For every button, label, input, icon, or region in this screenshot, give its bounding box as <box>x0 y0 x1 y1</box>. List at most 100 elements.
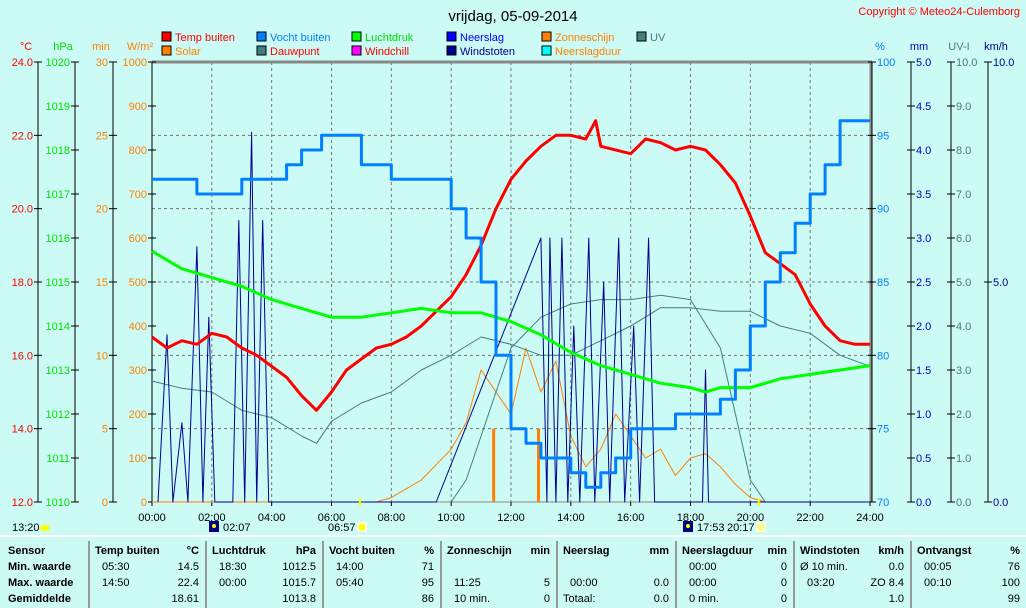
legend-label: Dauwpunt <box>270 46 320 58</box>
axis-tick-label: 20 <box>96 204 108 216</box>
astro-sunset: 20:17 <box>727 522 766 534</box>
row-label: Min. waarde <box>8 561 71 573</box>
cell-value: 0 <box>780 593 787 605</box>
legend-swatch <box>541 31 552 42</box>
axis-tick-label: 100 <box>129 453 147 465</box>
column-unit: hPa <box>295 545 316 557</box>
legend-item: Vocht buiten <box>256 31 331 44</box>
legend-item: Neerslag <box>446 31 504 44</box>
table-column-divider <box>675 541 793 608</box>
table-column-divider <box>88 541 205 608</box>
axis-tick-label: 400 <box>129 321 147 333</box>
x-tick-label: 08:00 <box>378 512 406 524</box>
column-header: Temp buiten <box>95 545 160 557</box>
axis-tick-label: 0.5 <box>916 453 931 465</box>
legend-swatch <box>161 45 172 56</box>
cell-time: 0 min. <box>689 593 719 605</box>
axis-tick-label: 700 <box>129 189 147 201</box>
axis-tick-label: 75 <box>877 424 889 436</box>
table-column-divider <box>910 541 1026 608</box>
axis-tick-label: 4.0 <box>916 145 931 157</box>
row-label: Gemiddelde <box>8 593 71 605</box>
legend-item: Windstoten <box>446 45 515 58</box>
legend-item: Temp buiten <box>161 31 235 44</box>
cell-time: 05:30 <box>102 561 130 573</box>
astro-time: 17:53 <box>697 522 725 534</box>
series-line-luchtdruk <box>151 249 871 394</box>
x-tick-label: 22:00 <box>796 512 824 524</box>
column-header: Ontvangst <box>917 545 972 557</box>
axis-tick-label: 1011 <box>46 453 70 465</box>
legend-swatch <box>351 45 362 56</box>
cell-value: 1012.5 <box>282 561 316 573</box>
weather-chart: vrijdag, 05-09-2014 Copyright © Meteo24-C… <box>12 6 1020 534</box>
sunshine-bar <box>537 428 541 502</box>
legend-swatch <box>256 31 267 42</box>
cell-time: 14:00 <box>336 561 364 573</box>
moon-glyph <box>212 524 216 528</box>
table-column-divider <box>440 541 556 608</box>
cell-value: 5 <box>543 577 550 589</box>
axis-tick-label: 5.0 <box>956 277 971 289</box>
cell-time: 03:20 <box>807 577 835 589</box>
axis-tick-label: 85 <box>877 277 889 289</box>
cell-time: 10 min. <box>454 593 491 605</box>
column-header: Neerslagduur <box>682 545 753 557</box>
cell-value: 1013.8 <box>282 593 316 605</box>
cell-time: 00:05 <box>924 561 952 573</box>
axis-tick-label: 1015 <box>46 277 70 289</box>
axis-tick-label: 90 <box>877 204 889 216</box>
axis-tick-label: 7.0 <box>956 189 971 201</box>
cell-time: Ø 10 min. <box>800 561 848 573</box>
axis-tick-label: 1.0 <box>916 409 931 421</box>
axis-tick-label: 2.0 <box>956 409 971 421</box>
x-tick-label: 00:00 <box>138 512 166 524</box>
axis-tick-label: 1000 <box>123 57 147 69</box>
copyright-text: Copyright © Meteo24-Culemborg <box>858 6 1020 18</box>
axis-tick-label: 95 <box>877 130 889 142</box>
axis-tick-label: 70 <box>877 497 889 509</box>
axis-tick-label: 9.0 <box>956 101 971 113</box>
axis-tick-label: 10 <box>96 350 108 362</box>
legend-swatch <box>446 45 457 56</box>
x-tick-label: 24:00 <box>856 512 884 524</box>
column-header: Zonneschijn <box>447 545 512 557</box>
axis-tick-label: 0.0 <box>956 497 971 509</box>
astro-time: 02:07 <box>223 522 251 534</box>
cell-value: 0.0 <box>888 561 904 573</box>
cell-time: Totaal: <box>563 593 596 605</box>
axis-tick-label: 6.0 <box>956 233 971 245</box>
axis-tick-label: 1010 <box>46 497 70 509</box>
astro-sun-cloud: 13:20 <box>12 522 50 534</box>
legend-label: Neerslag <box>460 32 504 44</box>
legend-label: Zonneschijn <box>555 32 614 44</box>
axis-unit-label: W/m² <box>127 41 154 53</box>
cell-time: 00:00 <box>689 577 717 589</box>
axis-unit-label: UV-I <box>948 41 969 53</box>
x-tick-label: 14:00 <box>557 512 585 524</box>
cell-value: 1015.7 <box>282 577 316 589</box>
table-column-divider <box>793 541 910 608</box>
axis-tick-label: 100 <box>877 57 895 69</box>
axis-tick-label: 30 <box>96 57 108 69</box>
legend-item: Solar <box>161 45 201 58</box>
column-unit: % <box>1010 545 1020 557</box>
axis-tick-label: 10.0 <box>956 57 977 69</box>
moon-glyph <box>686 524 690 528</box>
sun-glyph <box>757 523 765 531</box>
axis-tick-label: 10.0 <box>993 57 1014 69</box>
axis-tick-label: 16.0 <box>12 350 33 362</box>
legend-item: Zonneschijn <box>541 31 614 44</box>
axis-tick-label: 18.0 <box>12 277 33 289</box>
axis-tick-label: 0.0 <box>916 497 931 509</box>
legend-item: UV <box>636 31 666 44</box>
row-label: Max. waarde <box>8 577 74 589</box>
axis-tick-label: 3.0 <box>956 365 971 377</box>
series-line-uv <box>450 294 766 503</box>
cell-value: 0.0 <box>653 577 669 589</box>
legend-label: Windstoten <box>460 46 515 58</box>
axis-unit-label: % <box>875 41 885 53</box>
x-tick-label: 04:00 <box>258 512 286 524</box>
cell-value: 99 <box>1007 593 1020 605</box>
legend-label: Neerslagduur <box>555 46 621 58</box>
